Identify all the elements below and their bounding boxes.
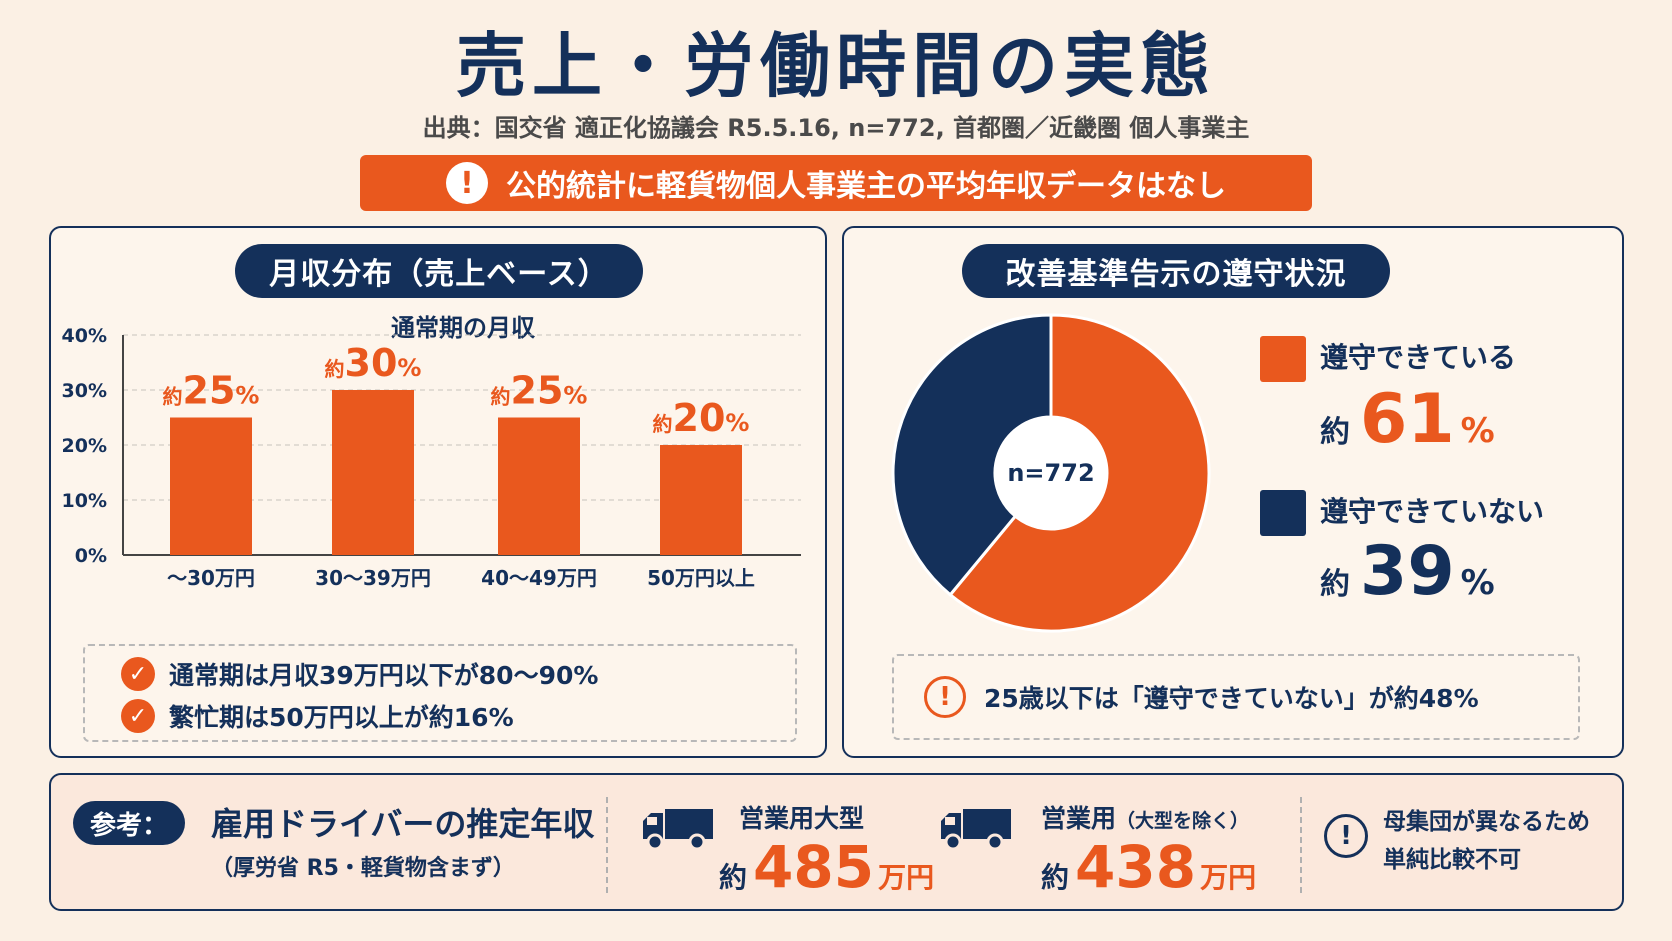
divider (606, 797, 608, 893)
bar (332, 390, 414, 555)
summary-item: ✓ 通常期は月収39万円以下が80〜90% (121, 656, 598, 692)
divider (1300, 797, 1302, 893)
category-label: 50万円以上 (647, 566, 755, 590)
donut-center-label: n=772 (1007, 459, 1095, 487)
bar-value-label: 約25% (163, 369, 260, 413)
bar-value-label: 約25% (491, 369, 588, 413)
truck-icon (643, 809, 713, 851)
panel-title: 月収分布（売上ベース） (235, 244, 643, 298)
category-label: 〜30万円 (167, 566, 255, 590)
income-distribution-panel: 月収分布（売上ベース） 通常期の月収 0% 10% 20% 30% 40% 約25% 〜30… (49, 226, 827, 758)
alert-text: 公的統計に軽貨物個人事業主の平均年収データはなし (506, 169, 1226, 204)
legend-label: 遵守できていない (1320, 495, 1545, 528)
bar (660, 445, 742, 555)
income-value: 約 485 万円 (719, 833, 935, 901)
panel-title: 改善基準告示の遵守状況 (962, 244, 1390, 298)
legend-swatch-navy (1260, 490, 1306, 536)
bar-chart: 0% 10% 20% 30% 40% 約25% 〜30万円 約30% 30〜39万円 約25% 40… (62, 325, 801, 590)
summary-text: 通常期は月収39万円以下が80〜90% (169, 661, 599, 690)
income-label: 営業用（大型を除く） (1041, 804, 1250, 833)
category-label: 40〜49万円 (481, 566, 597, 590)
bar (498, 417, 580, 555)
reference-panel: 参考： 雇用ドライバーの推定年収 （厚労省 R5・軽貨物含まず） 営業用大型 約… (49, 773, 1624, 911)
y-tick-label: 30% (62, 380, 107, 402)
legend-label: 遵守できている (1320, 341, 1517, 374)
donut-chart (891, 313, 1211, 633)
chart-title: 通常期の月収 (391, 314, 535, 342)
exclamation-icon: ! (1324, 814, 1368, 858)
summary-box: ✓ 通常期は月収39万円以下が80〜90% ✓ 繁忙期は50万円以上が約16% (83, 644, 797, 742)
bar (170, 417, 252, 555)
y-tick-label: 20% (62, 435, 107, 457)
category-label: 30〜39万円 (315, 566, 431, 590)
income-label: 営業用大型 (739, 804, 865, 833)
alert-banner: ! 公的統計に軽貨物個人事業主の平均年収データはなし (360, 155, 1312, 211)
summary-item: ✓ 繁忙期は50万円以上が約16% (121, 698, 514, 734)
y-tick-label: 40% (62, 325, 107, 347)
bar-value-label: 約30% (325, 341, 422, 385)
reference-title: 雇用ドライバーの推定年収 (211, 805, 595, 843)
donut-slice (948, 313, 1211, 633)
note-box: ! 25歳以下は「遵守できていない」が約48% (892, 654, 1580, 740)
compliance-panel: 改善基準告示の遵守状況 n=772 遵守できている 約 61 % 遵守できていな… (842, 226, 1624, 758)
legend-swatch-orange (1260, 336, 1306, 382)
truck-icon (941, 809, 1011, 851)
donut-hole (996, 418, 1106, 528)
summary-text: 繁忙期は50万円以上が約16% (169, 703, 514, 732)
check-icon: ✓ (121, 699, 155, 733)
donut-slice (891, 313, 1053, 597)
legend-value: 約 61 % (1320, 380, 1495, 459)
reference-label: 参考： (73, 801, 185, 845)
income-value: 約 438 万円 (1041, 833, 1257, 901)
note-text: 25歳以下は「遵守できていない」が約48% (984, 684, 1479, 713)
exclamation-icon: ! (446, 162, 488, 204)
exclamation-icon: ! (924, 676, 966, 718)
check-icon: ✓ (121, 657, 155, 691)
legend-value: 約 39 % (1320, 532, 1495, 611)
y-tick-label: 10% (62, 490, 107, 512)
source-note: 出典：国交省 適正化協議会 R5.5.16, n=772, 首都圏／近畿圏 個人… (422, 114, 1250, 142)
bar-value-label: 約20% (653, 396, 750, 440)
reference-subtitle: （厚労省 R5・軽貨物含まず） (211, 856, 515, 881)
page-title: 売上・労働時間の実態 (456, 25, 1216, 107)
caution-note: 母集団が異なるため 単純比較不可 (1383, 809, 1590, 873)
y-tick-label: 0% (75, 545, 107, 567)
